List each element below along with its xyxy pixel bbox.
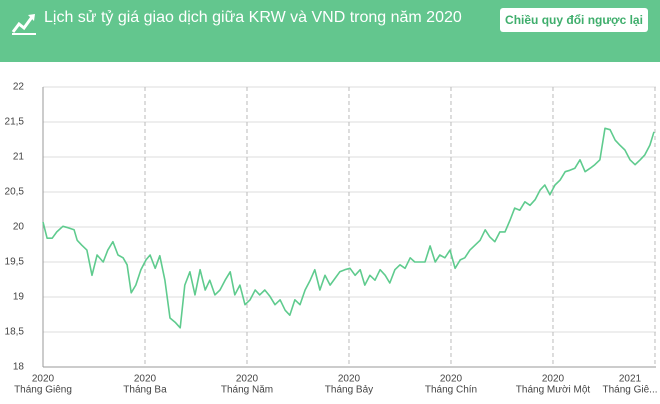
y-tick-label: 20 [13,222,25,233]
x-tick-year: 2021 [619,374,642,385]
y-tick-label: 21,5 [5,117,25,128]
y-tick-label: 20,5 [5,187,25,198]
x-tick-year: 2020 [236,374,259,385]
x-tick-year: 2020 [134,374,157,385]
y-tick-label: 18 [13,362,25,373]
x-tick-label: Tháng Bảy [325,385,373,396]
y-tick-label: 19,5 [5,257,25,268]
x-tick-label: Tháng Giê... [602,385,657,396]
x-tick-label: Tháng Mười Một [516,385,591,396]
y-tick-label: 22 [13,82,25,93]
x-tick-year: 2020 [542,374,565,385]
x-tick-year: 2020 [440,374,463,385]
header: Lịch sử tỷ giá giao dịch giữa KRW và VND… [0,0,660,62]
y-tick-label: 19 [13,292,25,303]
x-tick-label: Tháng Ba [123,385,167,396]
x-tick-label: Tháng Chín [425,385,477,396]
title: Lịch sử tỷ giá giao dịch giữa KRW và VND… [44,9,462,26]
x-tick-year: 2020 [32,374,55,385]
swap-button[interactable]: Chiều quy đổi ngược lại [500,8,648,32]
chart-icon [11,14,36,35]
y-tick-label: 18,5 [5,327,25,338]
x-tick-label: Tháng Năm [221,385,273,396]
rate-line [42,127,655,329]
y-tick-label: 21 [13,152,25,163]
x-tick-year: 2020 [338,374,361,385]
x-tick-label: Tháng Giêng [14,385,72,396]
